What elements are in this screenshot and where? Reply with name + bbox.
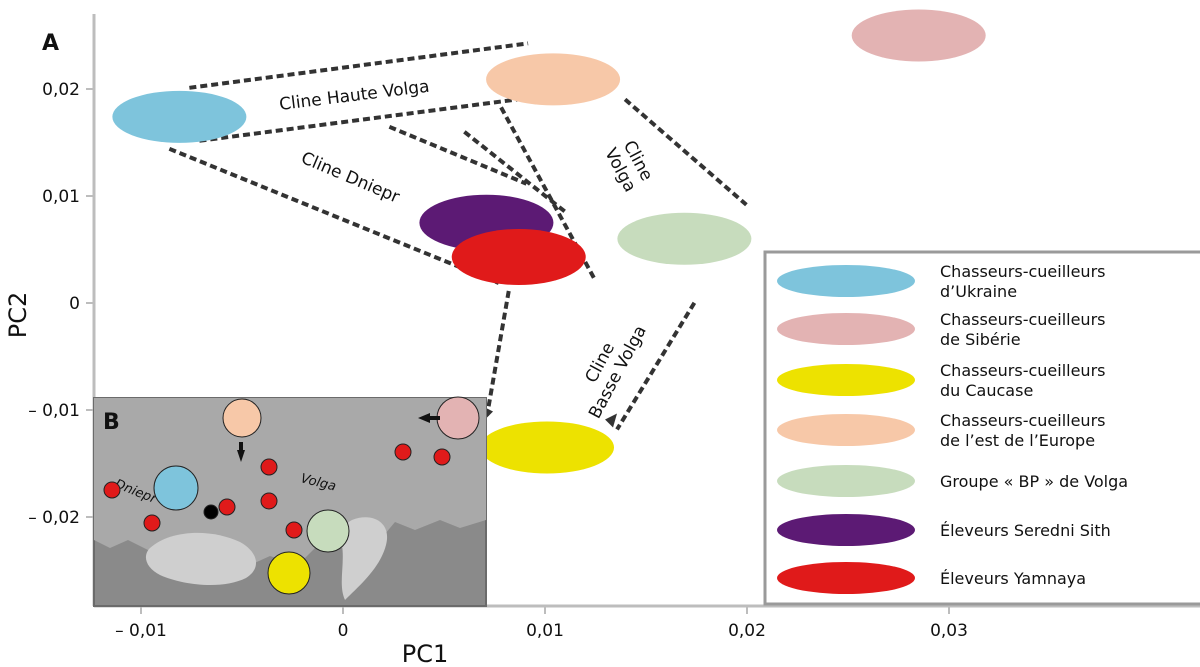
legend-swatch	[777, 265, 915, 297]
map-site-yamnaya	[285, 521, 303, 539]
axis-ticks: – 0,01 0 0,01 0,02 0,03 0,02 0,01 0 – 0,01 – 0,02	[28, 80, 968, 641]
x-tick-label: 0,01	[526, 621, 564, 641]
y-tick-label: 0	[69, 294, 80, 314]
legend-label-line2: d’Ukraine	[940, 282, 1017, 301]
map-site-marker	[306, 509, 350, 553]
cline-label-haute-volga: Cline Haute Volga	[278, 77, 430, 115]
x-tick-label: 0,02	[728, 621, 766, 641]
x-axis-label: PC1	[402, 640, 449, 667]
map-site-yamnaya	[143, 514, 161, 532]
map-site-serednii-sith	[203, 504, 219, 520]
map-site-marker	[222, 398, 262, 438]
panel-label-b: B	[103, 410, 120, 435]
cline-line-basse-volga-right	[615, 301, 697, 431]
map-site-yamnaya	[260, 492, 278, 510]
x-tick-label: 0	[338, 621, 349, 641]
map-site-yamnaya	[103, 481, 121, 499]
point-5	[617, 212, 752, 265]
map-site-yamnaya	[433, 448, 451, 466]
legend-label-line2: du Caucase	[940, 381, 1033, 400]
legend-label: Chasseurs-cueilleurs	[940, 361, 1105, 380]
y-tick-label: 0,01	[42, 187, 80, 207]
map-site-yamnaya	[218, 498, 236, 516]
x-tick-label: 0,03	[930, 621, 968, 641]
cline-line-dniepr-bottom	[168, 146, 500, 285]
legend-swatch	[777, 514, 915, 546]
legend-swatch	[777, 313, 915, 345]
legend-swatch	[777, 414, 915, 446]
map-site-marker	[267, 551, 311, 595]
y-tick-label: 0,02	[42, 80, 80, 100]
map-arrow-east	[418, 413, 440, 423]
cline-line-basse-volga-left	[485, 290, 511, 416]
panel-label-a: A	[42, 31, 59, 56]
point-7	[451, 228, 586, 285]
inset-map-caspian-sea	[341, 517, 388, 600]
inset-map-land	[94, 398, 486, 565]
legend-label: Chasseurs-cueilleurs	[940, 262, 1105, 281]
map-arrow-north	[237, 442, 245, 462]
y-tick-label: – 0,02	[28, 508, 80, 528]
map-site-yamnaya	[394, 443, 412, 461]
cline-line-volga-right	[623, 97, 748, 207]
inset-map: B Dniepr Volga	[93, 396, 487, 607]
legend-label: Chasseurs-cueilleurs	[940, 411, 1105, 430]
x-tick-label: – 0,01	[115, 621, 167, 641]
legend-swatch	[777, 562, 915, 594]
cline-line-haute-volga-top	[189, 41, 529, 90]
y-tick-label: – 0,01	[28, 401, 80, 421]
y-axis-label: PC2	[4, 292, 32, 339]
point-2	[851, 9, 986, 62]
legend-swatch	[777, 465, 915, 497]
point-3	[480, 421, 615, 474]
map-site-yamnaya	[260, 458, 278, 476]
legend-label: Chasseurs-cueilleurs	[940, 310, 1105, 329]
point-4	[486, 53, 621, 106]
cline-lines	[168, 41, 748, 431]
legend-label: Éleveurs Seredni Sith	[940, 521, 1111, 540]
legend-label: Groupe « BP » de Volga	[940, 472, 1128, 491]
legend-label-line2: de Sibérie	[940, 330, 1021, 349]
legend-swatch	[777, 364, 915, 396]
map-site-marker	[153, 465, 199, 511]
cline-arrowhead	[605, 413, 618, 428]
map-site-marker	[436, 396, 480, 440]
point-1	[112, 90, 247, 143]
inset-map-black-sea	[145, 532, 257, 586]
cline-line-dniepr-top	[388, 124, 528, 186]
legend: Chasseurs-cueilleursd’UkraineChasseurs-c…	[763, 250, 1200, 606]
data-points	[112, 9, 986, 474]
legend-label: Éleveurs Yamnaya	[940, 569, 1086, 588]
cline-line-haute-volga-bottom	[199, 95, 534, 143]
legend-label-line2: de l’est de l’Europe	[940, 431, 1095, 450]
cline-label-dniepr: Cline Dniepr	[298, 148, 402, 207]
